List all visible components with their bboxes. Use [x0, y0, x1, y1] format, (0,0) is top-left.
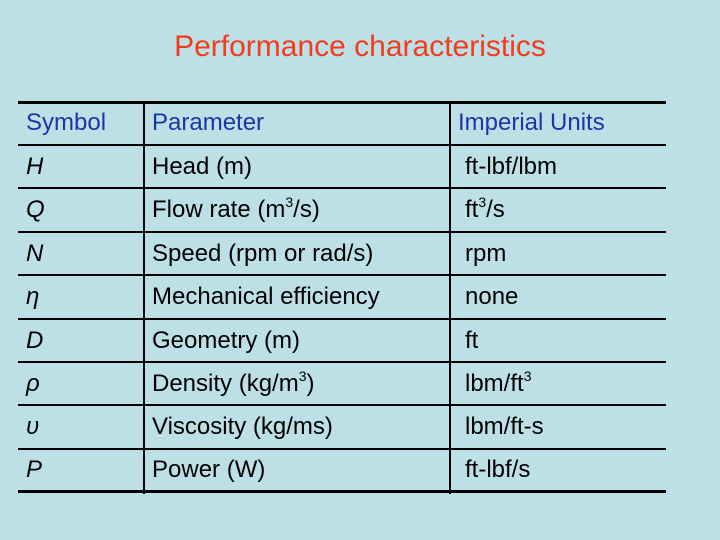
table-row: ρ Density (kg/m3) lbm/ft3 [18, 362, 666, 405]
header-units: Imperial Units [458, 109, 605, 136]
superscript: 3 [298, 368, 307, 384]
table-row: P Power (W) ft-lbf/s [18, 448, 666, 491]
units-cell: rpm [465, 240, 507, 267]
table-row: N Speed (rpm or rad/s) rpm [18, 232, 666, 275]
table-top-rule [18, 101, 666, 104]
header-parameter: Parameter [152, 109, 265, 136]
parameter-cell: Density (kg/m3) [152, 368, 315, 398]
symbol-cell: Q [26, 196, 45, 223]
parameter-cell: Flow rate (m3/s) [152, 194, 320, 224]
table-row: υ Viscosity (kg/ms) lbm/ft-s [18, 405, 666, 448]
parameter-cell: Speed (rpm or rad/s) [152, 240, 374, 267]
units-cell: none [465, 283, 519, 310]
units-cell: ft-lbf/s [465, 456, 531, 483]
superscript: 3 [523, 368, 532, 384]
symbol-cell: ρ [26, 370, 40, 397]
superscript: 3 [285, 194, 294, 210]
header-symbol: Symbol [26, 109, 107, 136]
parameter-text: ) [306, 370, 315, 397]
units-cell: lbm/ft3 [465, 368, 532, 398]
row-divider [18, 187, 666, 189]
row-divider [18, 448, 666, 450]
symbol-cell: N [26, 240, 44, 267]
row-divider [18, 274, 666, 276]
column-divider [449, 102, 451, 494]
units-text: ft [465, 196, 479, 223]
row-divider [18, 231, 666, 233]
slide-title: Performance characteristics [174, 30, 546, 63]
table-row: η Mechanical efficiency none [18, 275, 666, 318]
row-divider [18, 361, 666, 363]
symbol-cell: υ [26, 413, 40, 440]
parameter-cell: Power (W) [152, 456, 266, 483]
table-row: Q Flow rate (m3/s) ft3/s [18, 188, 666, 231]
table-row: H Head (m) ft-lbf/lbm [18, 145, 666, 188]
symbol-cell: P [26, 456, 43, 483]
parameter-cell: Viscosity (kg/ms) [152, 413, 333, 440]
row-divider [18, 404, 666, 406]
superscript: 3 [478, 194, 487, 210]
symbol-cell: H [26, 153, 44, 180]
parameter-text: Density (kg/m [152, 370, 299, 397]
parameter-cell: Head (m) [152, 153, 253, 180]
symbol-cell: η [26, 283, 40, 310]
units-cell: ft-lbf/lbm [465, 153, 558, 180]
units-cell: ft [465, 327, 479, 354]
parameter-text: Flow rate (m [152, 196, 286, 223]
parameter-cell: Geometry (m) [152, 327, 301, 354]
symbol-cell: D [26, 327, 44, 354]
column-divider [143, 102, 145, 494]
row-divider [18, 144, 666, 146]
units-cell: lbm/ft-s [465, 413, 544, 440]
parameter-text: /s) [293, 196, 320, 223]
table-row: D Geometry (m) ft [18, 319, 666, 362]
table-header-row: Symbol Parameter Imperial Units [18, 101, 666, 144]
units-cell: ft3/s [465, 194, 505, 224]
units-text: /s [486, 196, 505, 223]
parameter-cell: Mechanical efficiency [152, 283, 380, 310]
units-text: lbm/ft [465, 370, 524, 397]
row-divider [18, 318, 666, 320]
table-bottom-rule [18, 490, 666, 493]
